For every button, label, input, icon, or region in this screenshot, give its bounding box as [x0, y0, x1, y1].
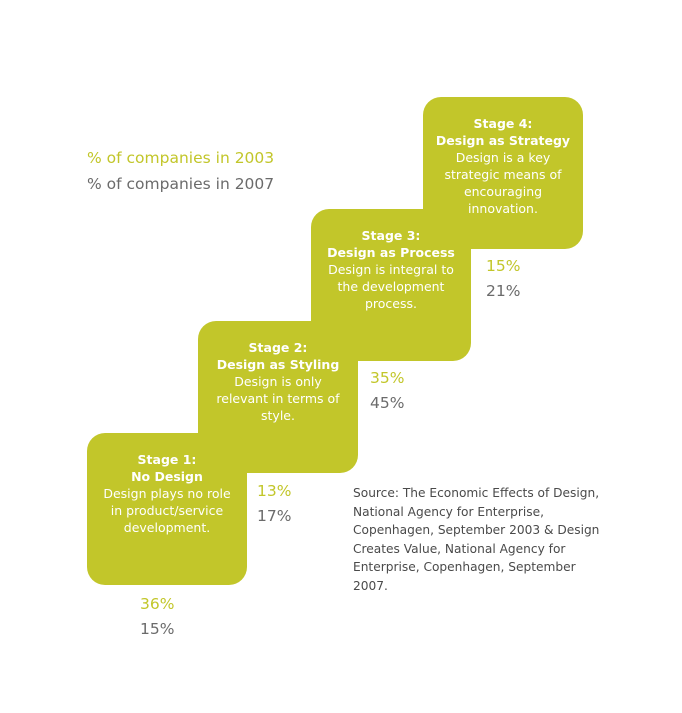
stage-1-pct-2003: 36%: [140, 595, 175, 613]
stage-4-description: Design is a key strategic means of encou…: [444, 150, 562, 216]
stage-1-name: No Design: [131, 469, 203, 484]
stage-2-number: Stage 2:: [248, 340, 308, 355]
stage-2-description: Design is only relevant in terms of styl…: [216, 374, 340, 423]
stage-3-description: Design is integral to the development pr…: [328, 262, 454, 311]
stage-3-pct-2003: 35%: [370, 369, 405, 387]
legend-2003-label: % of companies in 2003: [87, 149, 275, 167]
stage-4-name: Design as Strategy: [435, 133, 571, 148]
stage-1-box: Stage 1: No Design Design plays no role …: [87, 433, 247, 585]
stage-4-pct-2007: 21%: [486, 282, 521, 300]
stage-3-pct-2007: 45%: [370, 394, 405, 412]
stage-3-number: Stage 3:: [361, 228, 421, 243]
stage-1-pct-2007: 15%: [140, 620, 175, 638]
stage-4-number: Stage 4:: [473, 116, 533, 131]
stage-2-pct-2003: 13%: [257, 482, 292, 500]
stage-2-pct-2007: 17%: [257, 507, 292, 525]
stage-1-number: Stage 1:: [137, 452, 197, 467]
stage-2-name: Design as Styling: [216, 357, 340, 372]
source-note: Source: The Economic Effects of Design, …: [353, 486, 600, 593]
legend-2007-label: % of companies in 2007: [87, 175, 275, 193]
stage-1-description: Design plays no role in product/service …: [103, 486, 231, 535]
stage-3-name: Design as Process: [327, 245, 455, 260]
stage-4-pct-2003: 15%: [486, 257, 521, 275]
